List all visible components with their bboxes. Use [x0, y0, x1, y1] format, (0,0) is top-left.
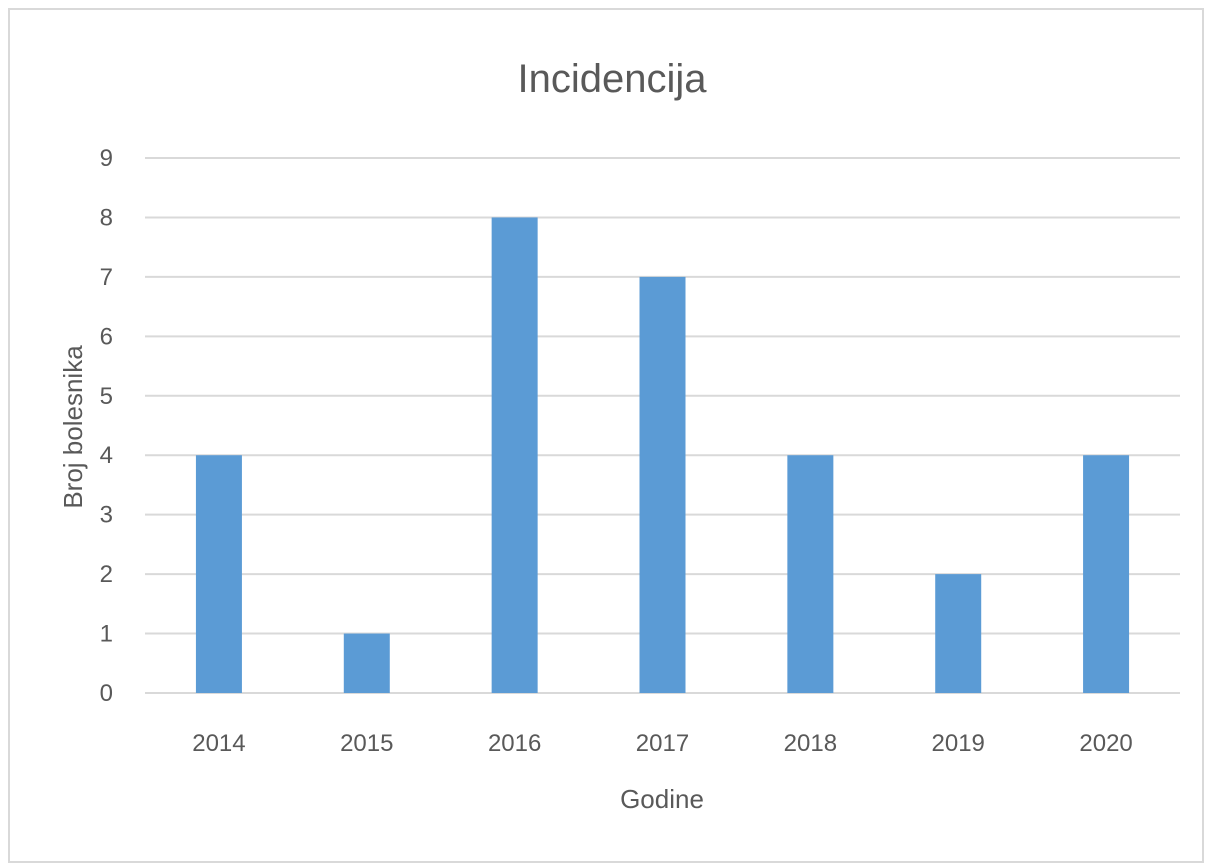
y-tick-label: 7: [100, 264, 113, 291]
bar-2019: [935, 574, 982, 693]
bar-2017: [639, 276, 686, 693]
bar-2020: [1083, 455, 1130, 693]
y-tick-label: 1: [100, 621, 113, 648]
y-tick-label: 9: [100, 145, 113, 172]
y-axis-title: Broj bolesnika: [58, 345, 88, 509]
y-tick-label: 8: [100, 204, 113, 231]
x-tick-label: 2015: [340, 730, 393, 757]
bar-2016: [491, 217, 538, 693]
x-axis-ticks: 2014 2015 2016 2017 2018 2019 2020: [192, 730, 1133, 757]
y-tick-label: 3: [100, 502, 113, 529]
gridlines: [145, 157, 1180, 694]
y-tick-label: 0: [100, 680, 113, 707]
x-tick-label: 2018: [784, 730, 837, 757]
y-tick-label: 4: [100, 442, 113, 469]
x-axis-title: Godine: [620, 784, 704, 814]
x-tick-label: 2016: [488, 730, 541, 757]
x-tick-label: 2019: [932, 730, 985, 757]
y-tick-label: 5: [100, 383, 113, 410]
chart-frame: [8, 8, 1204, 863]
bar-2015: [343, 633, 390, 693]
y-axis-ticks: 0 1 2 3 4 5 6 7 8 9: [100, 145, 113, 707]
x-tick-label: 2017: [636, 730, 689, 757]
bars: [195, 217, 1130, 693]
bar-2018: [787, 455, 834, 693]
x-tick-label: 2020: [1079, 730, 1132, 757]
y-tick-label: 2: [100, 561, 113, 588]
bar-2014: [195, 455, 242, 693]
y-tick-label: 6: [100, 323, 113, 350]
x-tick-label: 2014: [192, 730, 245, 757]
chart-title: Incidencija: [517, 57, 707, 101]
